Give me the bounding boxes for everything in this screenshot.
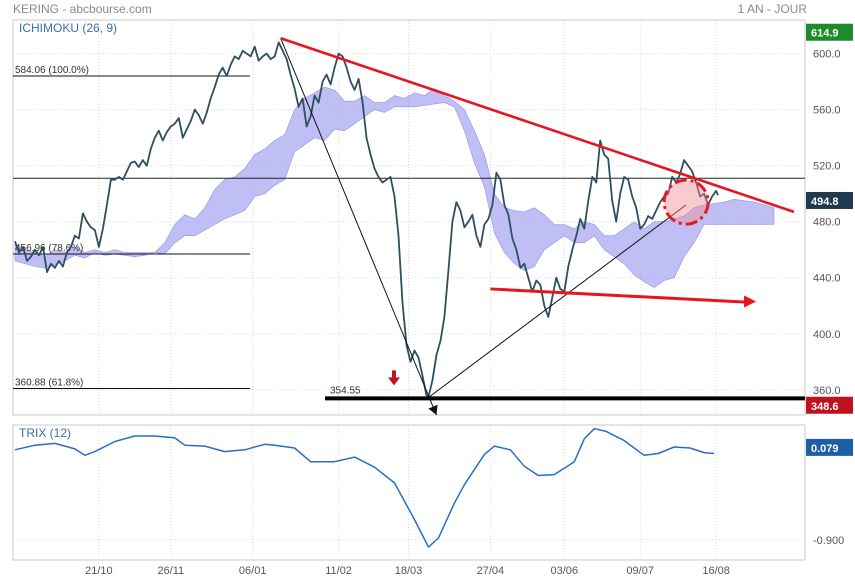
x-axis: 21/10 26/11 06/01 11/02 18/03 27/04 03/06 09/07… (85, 565, 730, 577)
kumo-cloud-area (14, 86, 775, 288)
projection-arrow-line (490, 287, 747, 304)
x-tick-label: 21/10 (85, 565, 113, 577)
x-tick-label: 11/02 (325, 565, 352, 577)
y-tick-label: 440.0 (813, 273, 841, 285)
high-badge-bg (806, 23, 853, 41)
ichimoku-grid (13, 20, 805, 415)
ichimoku-panel: 584.06 (100.0%) 456.96 (78.6%) 360.88 (61.… (12, 19, 806, 416)
x-tick-label: 06/01 (239, 565, 267, 577)
x-tick-label: 18/03 (395, 565, 423, 577)
chart-header-title: KERING - abcbourse.com (13, 2, 152, 16)
fib-level-label: 584.06 (100.0%) (15, 65, 89, 76)
y-tick-label: 400.0 (813, 329, 841, 341)
trix-badge-label: 0.079 (811, 443, 839, 455)
annotations: 354.55 (280, 36, 805, 416)
low-badge-label: 348.6 (811, 401, 839, 413)
last-price-badge-bg (806, 191, 853, 209)
x-tick-label: 03/06 (551, 565, 579, 577)
trix-series (14, 427, 715, 548)
down-marker-stem (392, 370, 396, 378)
projection-arrow-head (744, 295, 757, 308)
trix-title: TRIX (12) (19, 426, 71, 440)
support-level-label: 354.55 (330, 385, 361, 396)
fib-level-label: 456.96 (78.6%) (15, 243, 83, 254)
price-badges: 614.9 494.8 348.6 0.079 (806, 23, 853, 456)
y-tick-label: 360.0 (813, 385, 841, 397)
high-badge-label: 614.9 (811, 28, 839, 40)
drop-line (280, 38, 437, 416)
drop-arrow-head (428, 404, 438, 415)
y-axis: 600.0 560.0 520.0 480.0 440.0 400.0 360.0 -0.90… (813, 49, 844, 547)
highlight-circle (662, 178, 710, 226)
ichimoku-cloud (14, 86, 775, 288)
y-tick-label: 520.0 (813, 161, 841, 173)
x-tick-label: 26/11 (157, 565, 184, 577)
x-tick-label: 27/04 (477, 565, 505, 577)
trix-grid (13, 425, 805, 560)
down-marker-arrow (388, 377, 400, 386)
x-tick-label: 09/07 (626, 565, 654, 577)
y-tick-label: 600.0 (813, 49, 841, 61)
x-tick-label: 16/08 (702, 565, 730, 577)
ichimoku-title: ICHIMOKU (26, 9) (19, 21, 117, 35)
trix-badge-bg (806, 438, 853, 456)
resistance-trend-line (280, 36, 795, 214)
fib-level-label: 360.88 (61.8%) (15, 378, 83, 389)
low-badge-bg (806, 396, 853, 414)
y-tick-label: 560.0 (813, 105, 841, 117)
y-tick-label: 480.0 (813, 217, 841, 229)
trix-y-tick-label: -0.900 (813, 535, 844, 547)
support-trend-line (428, 204, 687, 398)
trix-line (14, 427, 715, 548)
trix-panel: TRIX (12) (12, 424, 806, 561)
chart-header-period: 1 AN - JOUR (738, 2, 808, 16)
last-price-badge-label: 494.8 (811, 196, 839, 208)
